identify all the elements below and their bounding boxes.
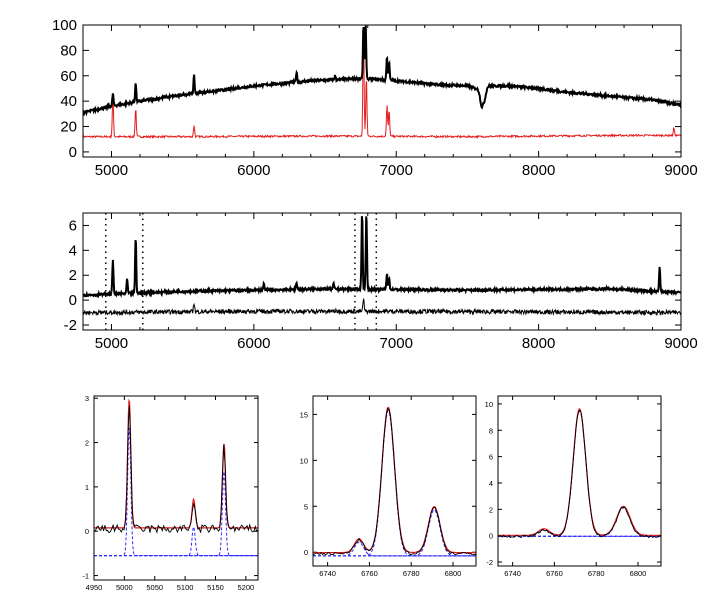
y-tick-label: 0 — [69, 292, 77, 309]
x-tick-label: 6760 — [361, 569, 378, 578]
flux-spectrum-line — [83, 25, 681, 117]
x-tick-label: 5000 — [95, 335, 128, 352]
y-tick-label: 2 — [85, 439, 89, 448]
axes-frame — [93, 395, 259, 581]
y-tick-label: 10 — [485, 400, 493, 409]
x-tick-label: 5000 — [95, 162, 128, 179]
x-tick-label: 6760 — [546, 569, 563, 578]
y-tick-label: 20 — [60, 119, 77, 136]
axes-frame — [82, 24, 682, 158]
x-tick-label: 4950 — [86, 583, 103, 592]
plot-area — [94, 398, 258, 557]
y-tick-label: 0 — [304, 548, 308, 557]
y-tick-label: 8 — [489, 426, 493, 435]
model-fit-line — [498, 407, 661, 536]
y-tick-label: 15 — [300, 410, 308, 419]
component-gaussian — [498, 409, 661, 537]
y-tick-label: 60 — [60, 68, 77, 85]
y-tick-label: -1 — [82, 572, 89, 581]
component-gaussian — [94, 525, 258, 557]
plot-area — [498, 407, 661, 539]
x-tick-label: 6000 — [237, 335, 270, 352]
component-gaussian — [313, 509, 476, 557]
x-tick-label: 5100 — [177, 583, 194, 592]
y-tick-label: 40 — [60, 93, 77, 110]
component-gaussian — [313, 541, 476, 557]
data-line — [313, 407, 476, 556]
x-tick-label: 5200 — [238, 583, 255, 592]
axes-frame — [82, 212, 682, 331]
data-line — [498, 409, 661, 539]
axes-frame — [312, 395, 477, 567]
component-gaussian — [94, 471, 258, 557]
plot-area — [313, 406, 476, 557]
y-tick-label: 0 — [489, 532, 493, 541]
component-gaussian — [313, 410, 476, 557]
y-tick-label: 3 — [85, 394, 89, 403]
plot-zoom-ha-2: 6740 6760 6780 6800 -2 0 2 4 6 8 10 — [485, 395, 662, 578]
component-gaussian — [498, 506, 661, 537]
x-tick-label: 6740 — [319, 569, 336, 578]
x-tick-label: 6800 — [445, 569, 462, 578]
component-gaussian — [94, 426, 258, 557]
y-tick-label: 6 — [489, 453, 493, 462]
x-tick-label: 6780 — [403, 569, 420, 578]
x-tick-label: 6780 — [588, 569, 605, 578]
x-tick-label: 5050 — [146, 583, 163, 592]
plot-area — [83, 25, 681, 139]
x-tick-label: 6740 — [504, 569, 521, 578]
y-tick-label: 80 — [60, 42, 77, 59]
x-tick-label: 6800 — [630, 569, 647, 578]
y-tick-label: -2 — [486, 558, 493, 567]
x-tick-label: 7000 — [380, 162, 413, 179]
plot-area — [83, 213, 681, 330]
x-tick-label: 5150 — [207, 583, 224, 592]
model-fit-line — [313, 406, 476, 554]
y-tick-label: 2 — [489, 505, 493, 514]
plot-zoom-oiii: 4950 5000 5050 5100 5150 5200 -1 0 1 2 3 — [82, 394, 259, 592]
plot-zoom-ha-1: 6740 6760 6780 6800 0 5 10 15 — [300, 395, 477, 578]
y-tick-label: 4 — [69, 242, 77, 259]
data-line — [94, 405, 258, 534]
y-tick-label: 0 — [69, 144, 77, 161]
residual-line — [83, 298, 681, 317]
y-tick-label: 2 — [69, 267, 77, 284]
y-tick-label: 1 — [85, 483, 89, 492]
x-tick-label: 9000 — [664, 335, 697, 352]
x-tick-label: 9000 — [664, 162, 697, 179]
y-tick-label: 4 — [489, 479, 493, 488]
x-tick-label: 6000 — [237, 162, 270, 179]
model-fit-line — [94, 398, 258, 529]
plot-middle: 5000 6000 7000 8000 9000 -2 0 2 4 6 — [64, 212, 698, 352]
plot-top: 5000 6000 7000 8000 9000 0 20 40 60 80 100 — [52, 17, 698, 179]
x-tick-label: 8000 — [522, 162, 555, 179]
normalized-spectrum-line — [83, 216, 681, 299]
error-spectrum-line — [83, 37, 681, 139]
y-tick-label: 10 — [300, 456, 308, 465]
y-tick-label: 5 — [304, 502, 308, 511]
y-tick-label: 0 — [85, 527, 89, 536]
y-tick-label: -2 — [64, 317, 77, 334]
x-tick-label: 5000 — [116, 583, 133, 592]
axes-frame — [497, 395, 662, 567]
y-tick-label: 100 — [52, 17, 77, 34]
y-tick-label: 6 — [69, 217, 77, 234]
x-tick-label: 7000 — [380, 335, 413, 352]
x-tick-label: 8000 — [522, 335, 555, 352]
